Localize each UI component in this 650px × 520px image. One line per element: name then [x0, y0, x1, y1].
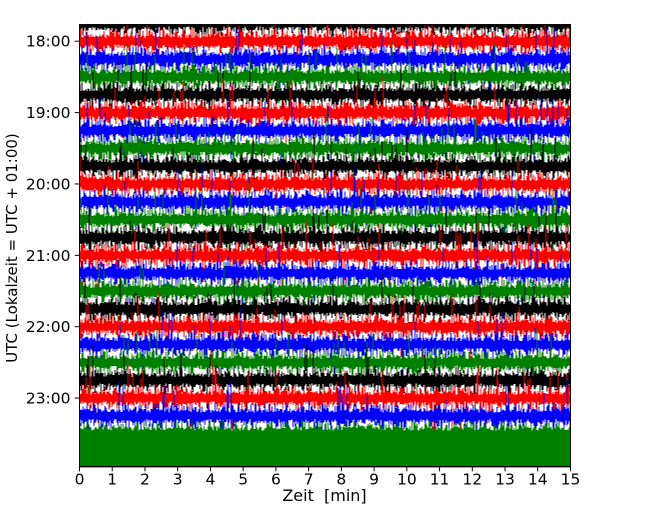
x-tick-label: 11	[430, 471, 450, 489]
x-axis: 0 1 2 3 4 5 6 7 8 9 10 11 12 13 14 15	[75, 466, 581, 489]
x-tick-label: 2	[140, 471, 150, 489]
y-tick-label: 21:00	[26, 247, 71, 265]
x-tick-label: 13	[495, 471, 515, 489]
y-tick-label: 19:00	[26, 104, 71, 122]
x-tick-label: 9	[369, 471, 379, 489]
x-tick-label: 7	[304, 471, 314, 489]
x-tick-label: 14	[528, 471, 548, 489]
x-tick-label: 12	[462, 471, 482, 489]
y-tick-label: 20:00	[26, 175, 71, 193]
x-tick-label: 10	[397, 471, 417, 489]
y-axis-label: UTC (Lokalzeit = UTC + 01:00)	[3, 133, 21, 363]
x-tick-label: 5	[238, 471, 248, 489]
axes-spines	[79, 24, 571, 467]
x-tick-label: 4	[205, 471, 215, 489]
x-tick-label: 1	[107, 471, 117, 489]
y-tick-label: 18:00	[26, 33, 71, 51]
y-tick-label: 22:00	[26, 318, 71, 336]
x-axis-label: Zeit [min]	[282, 486, 367, 505]
x-tick-label: 6	[271, 471, 281, 489]
y-axis: 18:00 19:00 20:00 21:00 22:00 23:00	[26, 33, 80, 408]
x-tick-label: 15	[561, 471, 581, 489]
x-tick-label: 3	[173, 471, 183, 489]
x-tick-label: 0	[75, 471, 85, 489]
x-tick-label: 8	[336, 471, 346, 489]
y-tick-label: 23:00	[26, 390, 71, 408]
